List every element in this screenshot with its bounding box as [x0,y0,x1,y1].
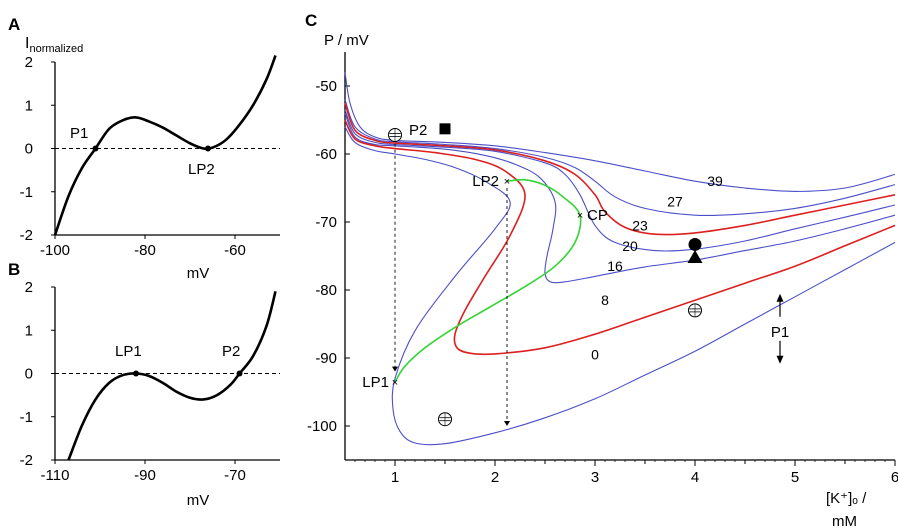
filled-triangle-marker [687,250,703,263]
y-tick-label: -60 [315,146,337,163]
x-tick-label: -90 [134,467,156,484]
y-tick-label: -80 [315,282,337,299]
curve-20 [344,109,896,252]
panel-c-ylabel: P / mV [324,32,369,49]
x-axis-label: mV [187,492,210,509]
point-marker-lp2 [205,145,211,152]
bifurcation-mark-lp2: × [504,176,510,188]
y-tick-label: -2 [20,227,33,244]
y-tick-label: -2 [20,452,33,469]
curve-8 [344,119,896,356]
panel-c-xlabel-line2: mM [832,513,857,530]
point-marker-p2 [236,370,243,377]
arrow-head [776,293,784,302]
panel-a-chart: 2 1 0 -1 -2 -100 -80 -60 mV P1 LP2 [20,54,280,282]
y-tick-label: -1 [20,184,33,201]
x-tick-label: 3 [591,469,599,486]
point-label-lp2: LP2 [188,161,215,178]
iv-curve [53,55,277,236]
curve-16 [344,112,896,284]
curve-23 [344,102,896,236]
arrow-head [392,366,398,372]
filled-circle-marker [688,237,702,251]
curve-label-8: 8 [601,292,609,308]
panel-letter-b: B [8,260,20,279]
panel-a-ylabel: Inormalized [25,35,83,55]
point-label-p1: P1 [771,324,789,341]
y-tick-label: 1 [25,322,33,339]
panel-letter-c: C [305,11,317,30]
y-tick-label: 0 [25,366,33,383]
x-tick-label: 6 [891,469,898,486]
y-tick-label: 2 [25,54,33,71]
x-tick-label: 5 [791,469,799,486]
y-tick-label: -70 [315,214,337,231]
y-tick-label: -1 [20,409,33,426]
y-tick-label: -100 [307,418,337,435]
curve-label-27: 27 [667,194,683,210]
y-tick-label: 1 [25,97,33,114]
panel-c-xlabel-line1: [K⁺]ₒ / [826,490,867,507]
point-label-p1: P1 [70,125,88,142]
panel-b-chart: 2 1 0 -1 -2 -110 -90 -70 mV LP1 P2 [20,279,280,509]
x-tick-label: -70 [224,467,246,484]
curve-label-23: 23 [632,217,648,233]
curve-39 [344,72,896,192]
x-tick-label: -60 [224,242,246,259]
y-tick-label: 2 [25,279,33,296]
curve-label-0: 0 [591,347,599,363]
curve-label-39: 39 [707,173,723,189]
curve-green [394,178,582,383]
point-label-lp1: LP1 [115,343,142,360]
bifurcation-mark-lp1: × [392,377,398,389]
curve-27 [344,99,896,217]
x-tick-label: -100 [40,242,70,259]
y-tick-label: -50 [315,78,337,95]
curve-label-16: 16 [607,258,623,274]
panel-letter-a: A [8,15,20,34]
y-tick-label: 0 [25,141,33,158]
iv-curve [67,290,277,461]
x-axis-label: mV [187,265,210,282]
curve-label-20: 20 [622,238,638,254]
point-label-lp1: LP1 [362,374,389,391]
curve-0 [344,126,896,446]
point-label-lp2: LP2 [472,173,499,190]
x-tick-label: 4 [691,469,699,486]
arrow-head [776,355,784,364]
bifurcation-mark-cp: × [577,210,583,222]
x-tick-label: -110 [41,467,70,484]
arrow-head [504,421,510,426]
point-marker-p1 [92,145,99,152]
y-tick-label: -90 [315,350,337,367]
x-tick-label: 2 [491,469,499,486]
point-label-p2: P2 [409,122,427,139]
x-tick-label: 1 [391,469,399,486]
filled-square-marker [439,123,451,135]
point-label-p2: P2 [222,343,240,360]
point-label-cp: CP [587,207,608,224]
point-marker-lp1 [133,370,139,377]
x-tick-label: -80 [134,242,156,259]
